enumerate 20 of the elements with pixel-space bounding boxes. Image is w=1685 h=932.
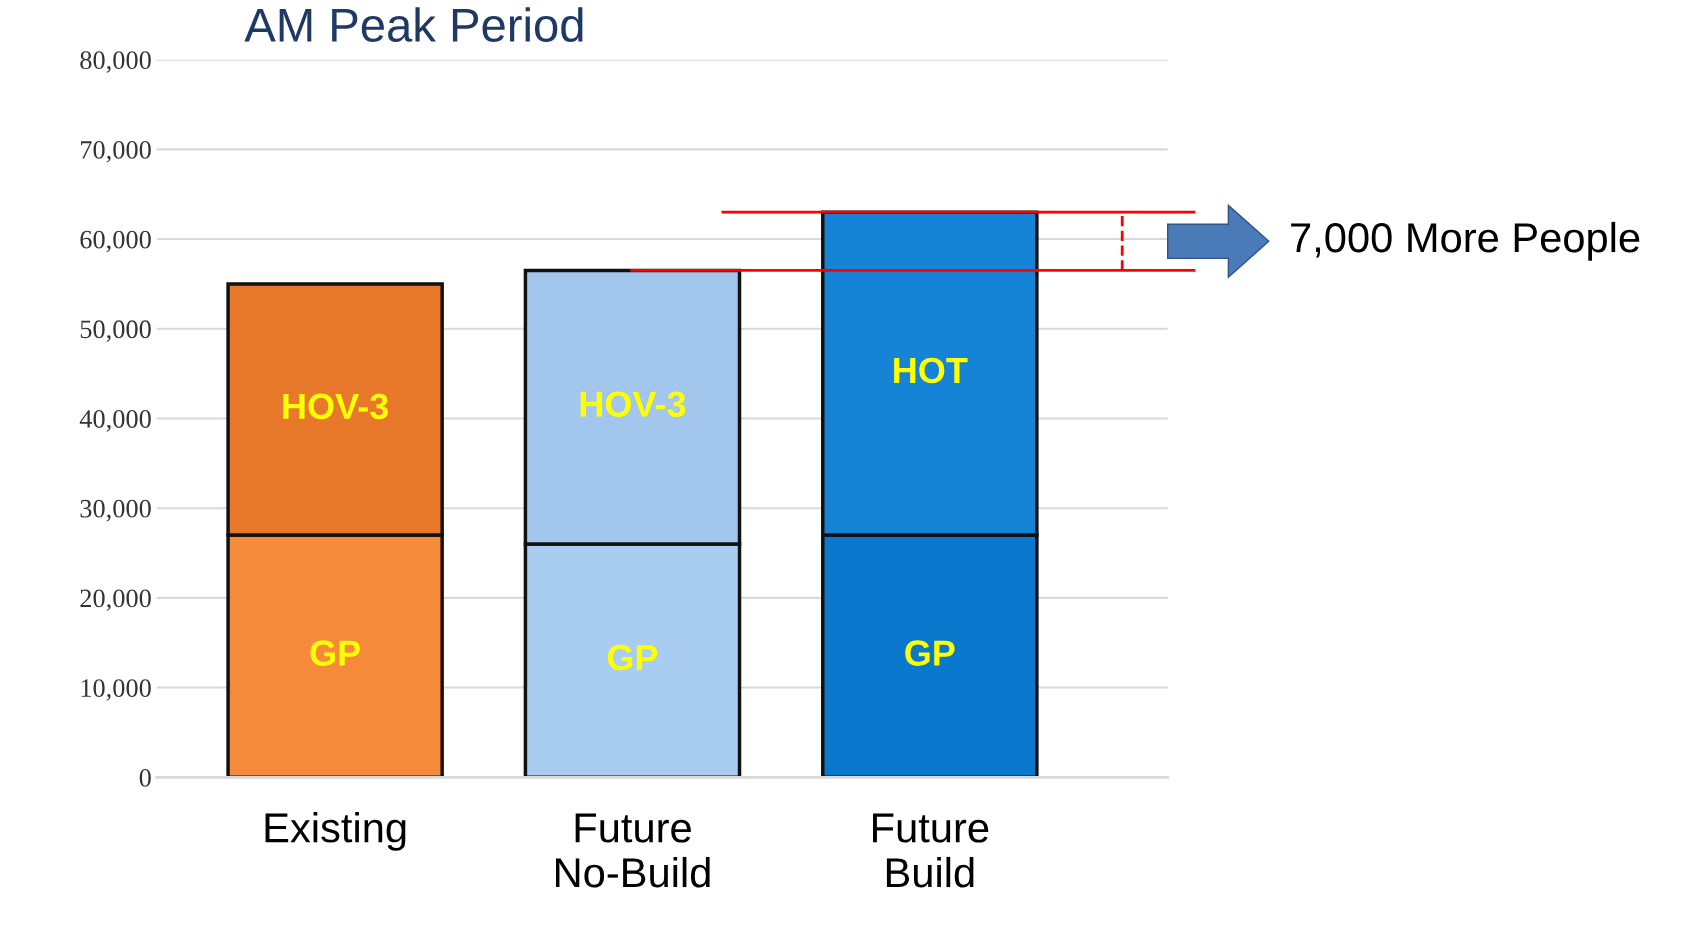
chart-title: AM Peak Period — [244, 7, 583, 42]
data-label: HOV-3 — [580, 391, 686, 417]
text: 7,000 More People — [1291, 221, 1640, 261]
y-tick-label: 40,000 — [79, 410, 151, 432]
x-tick-label: Existing — [265, 812, 406, 851]
x-tick-label: Future No-Build — [556, 813, 710, 888]
data-label: HOV-3 — [283, 393, 388, 420]
y-tick-label: 80,000 — [80, 51, 151, 73]
data-label: HOT — [894, 357, 968, 384]
y-tick-label: 20,000 — [80, 589, 151, 612]
y-tick-label: 60,000 — [80, 230, 151, 253]
data-label: GP — [310, 640, 360, 666]
y-tick-label: 50,000 — [80, 320, 151, 342]
y-tick-label: 30,000 — [80, 499, 151, 522]
y-tick-label: 0 — [139, 768, 151, 787]
y-tick-label: 70,000 — [81, 140, 151, 163]
x-tick-label: Future Build — [873, 813, 989, 888]
y-tick-label: 10,000 — [81, 679, 151, 701]
data-label: GP — [607, 644, 658, 671]
data-label: GP — [905, 640, 955, 666]
